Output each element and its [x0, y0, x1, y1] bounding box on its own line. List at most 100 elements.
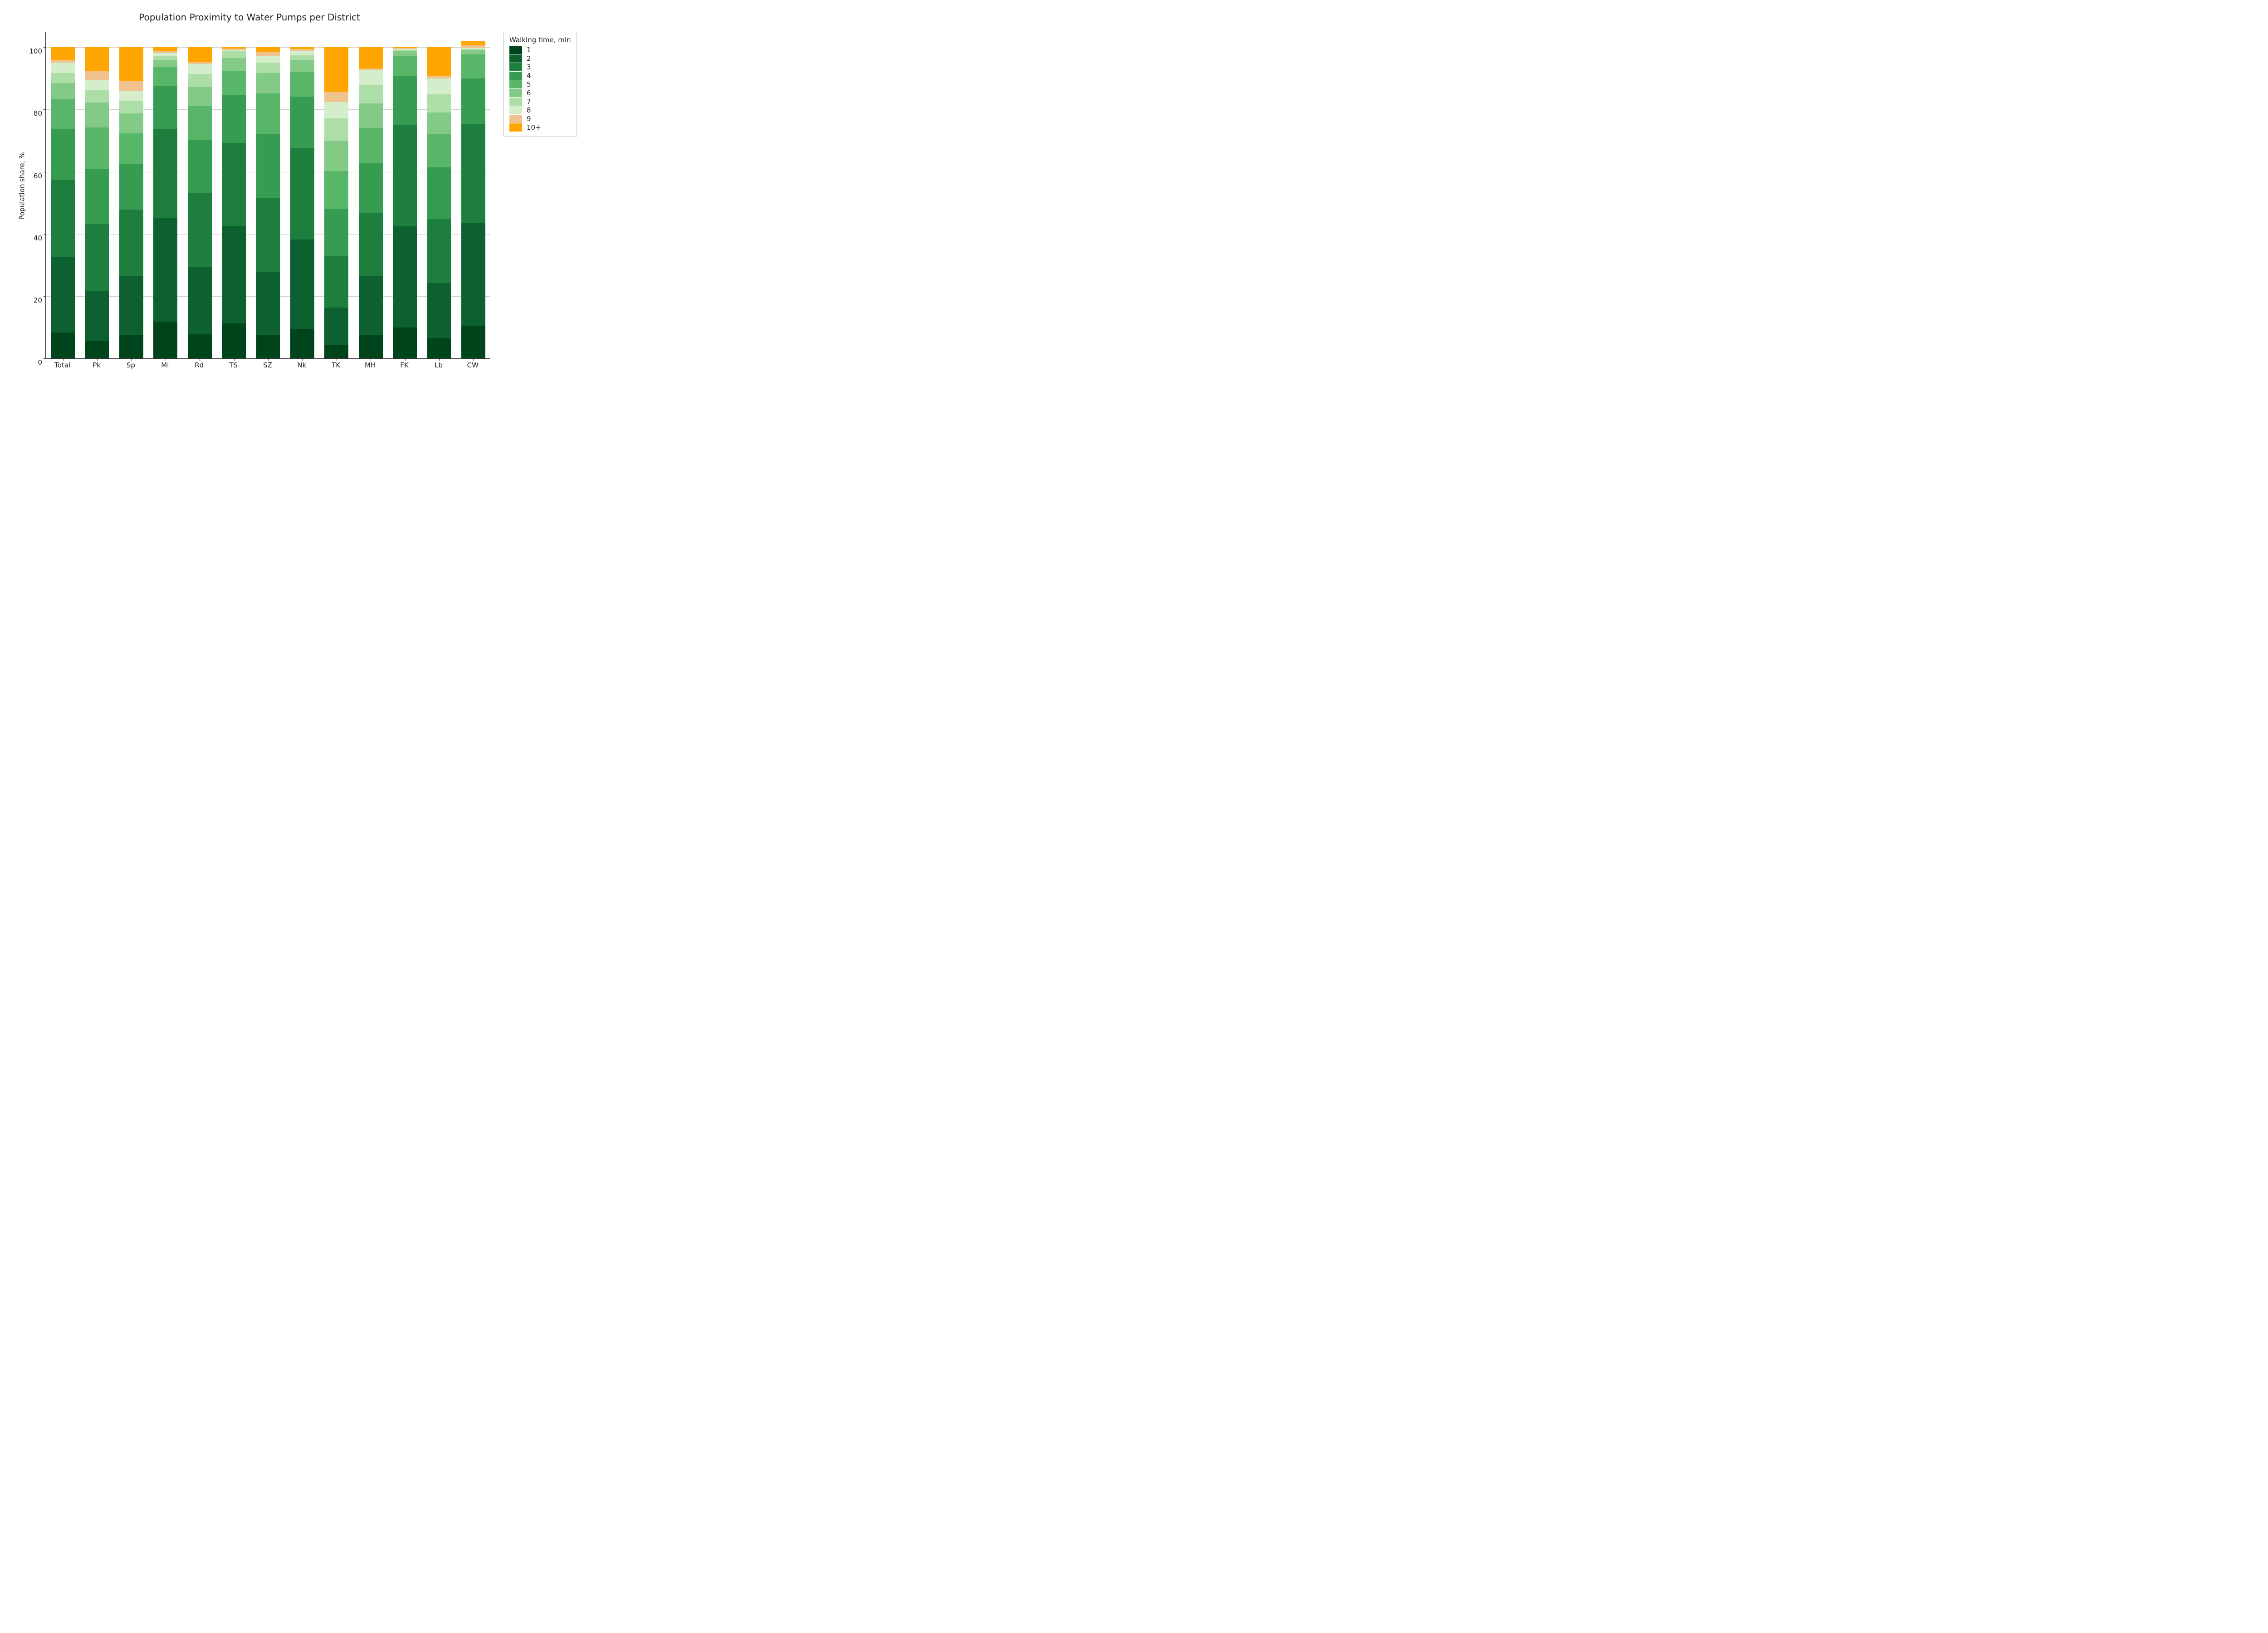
legend-label: 10+: [527, 123, 541, 132]
bar-segment: [153, 217, 177, 322]
bar-segment: [290, 72, 314, 97]
bar-segment: [427, 283, 451, 338]
bar-segment: [51, 73, 75, 83]
legend-item: 5: [509, 80, 571, 88]
bar-segment: [256, 51, 280, 56]
bar-segment: [393, 51, 417, 56]
bars-layer: [46, 32, 490, 358]
bar-segment: [222, 51, 246, 58]
legend-item: 10+: [509, 123, 571, 132]
bar-segment: [290, 51, 314, 55]
x-tick-label: Lb: [435, 361, 443, 369]
bar-segment: [222, 323, 246, 358]
x-tick-label: Rd: [195, 361, 204, 369]
x-tick-label: TS: [229, 361, 238, 369]
legend-items: 12345678910+: [509, 46, 571, 132]
bar-segment: [324, 256, 348, 308]
bar-Nk: [290, 32, 314, 358]
bar-segment: [461, 54, 485, 78]
x-tick-mark: [405, 358, 406, 361]
x-tick-mark: [97, 358, 98, 361]
bar-segment: [51, 47, 75, 60]
bar-segment: [256, 93, 280, 134]
bar-segment: [119, 80, 143, 91]
bar-segment: [85, 47, 109, 70]
bar-segment: [359, 84, 383, 103]
legend-swatch: [509, 72, 522, 80]
bar-segment: [290, 54, 314, 59]
bar-TK: [324, 32, 348, 358]
x-tick-label: Sp: [127, 361, 135, 369]
bar-CW: [461, 32, 485, 358]
x-tick-mark: [439, 358, 440, 361]
y-axis-label: Population share, %: [18, 152, 26, 220]
bar-segment: [188, 47, 212, 62]
bar-segment: [359, 127, 383, 163]
bar-segment: [359, 212, 383, 276]
bar-segment: [85, 341, 109, 358]
legend-label: 8: [527, 106, 531, 114]
bar-segment: [324, 209, 348, 256]
bar-segment: [51, 332, 75, 358]
legend-item: 6: [509, 89, 571, 97]
bar-segment: [359, 163, 383, 213]
legend-label: 6: [527, 89, 531, 97]
bar-segment: [461, 49, 485, 54]
bar-segment: [51, 179, 75, 257]
bar-segment: [119, 209, 143, 276]
bar-segment: [85, 90, 109, 103]
bar-segment: [119, 335, 143, 358]
x-tick-mark: [63, 358, 64, 361]
bar-SZ: [256, 32, 280, 358]
legend-item: 1: [509, 46, 571, 54]
bar-Sp: [119, 32, 143, 358]
bar-segment: [324, 118, 348, 141]
bar-segment: [324, 345, 348, 358]
legend-label: 3: [527, 63, 531, 71]
bar-segment: [153, 56, 177, 60]
legend-label: 4: [527, 72, 531, 80]
legend-swatch: [509, 80, 522, 88]
bar-segment: [188, 86, 212, 106]
bar-segment: [51, 129, 75, 179]
bar-segment: [51, 256, 75, 332]
bar-segment: [393, 55, 417, 76]
bar-segment: [188, 106, 212, 140]
bar-segment: [119, 47, 143, 80]
legend-item: 3: [509, 63, 571, 71]
bar-segment: [256, 62, 280, 73]
bar-segment: [427, 219, 451, 283]
bar-segment: [324, 141, 348, 171]
x-tick-label: TK: [332, 361, 340, 369]
bar-segment: [393, 76, 417, 125]
y-tick-label: 100: [23, 47, 42, 55]
bar-segment: [359, 69, 383, 85]
bar-Lb: [427, 32, 451, 358]
bar-segment: [393, 47, 417, 48]
bar-segment: [188, 64, 212, 74]
bar-segment: [85, 168, 109, 224]
y-tick-label: 60: [23, 172, 42, 180]
bar-segment: [324, 102, 348, 118]
bar-segment: [324, 91, 348, 102]
chart-title: Population Proximity to Water Pumps per …: [9, 12, 490, 23]
legend-item: 9: [509, 115, 571, 123]
bar-segment: [119, 163, 143, 210]
bar-segment: [51, 62, 75, 73]
y-tick-label: 40: [23, 234, 42, 242]
x-tick-label: SZ: [263, 361, 272, 369]
bar-segment: [188, 266, 212, 334]
bar-segment: [153, 59, 177, 66]
legend-label: 2: [527, 54, 531, 63]
y-tick-mark: [44, 358, 46, 359]
bar-Total: [51, 32, 75, 358]
bar-segment: [85, 102, 109, 127]
bar-segment: [119, 133, 143, 164]
legend-swatch: [509, 46, 522, 54]
legend-title: Walking time, min: [509, 36, 571, 44]
bar-segment: [256, 73, 280, 94]
bar-segment: [461, 326, 485, 358]
x-tick-mark: [131, 358, 132, 361]
legend-label: 9: [527, 115, 531, 123]
bar-segment: [461, 41, 485, 46]
